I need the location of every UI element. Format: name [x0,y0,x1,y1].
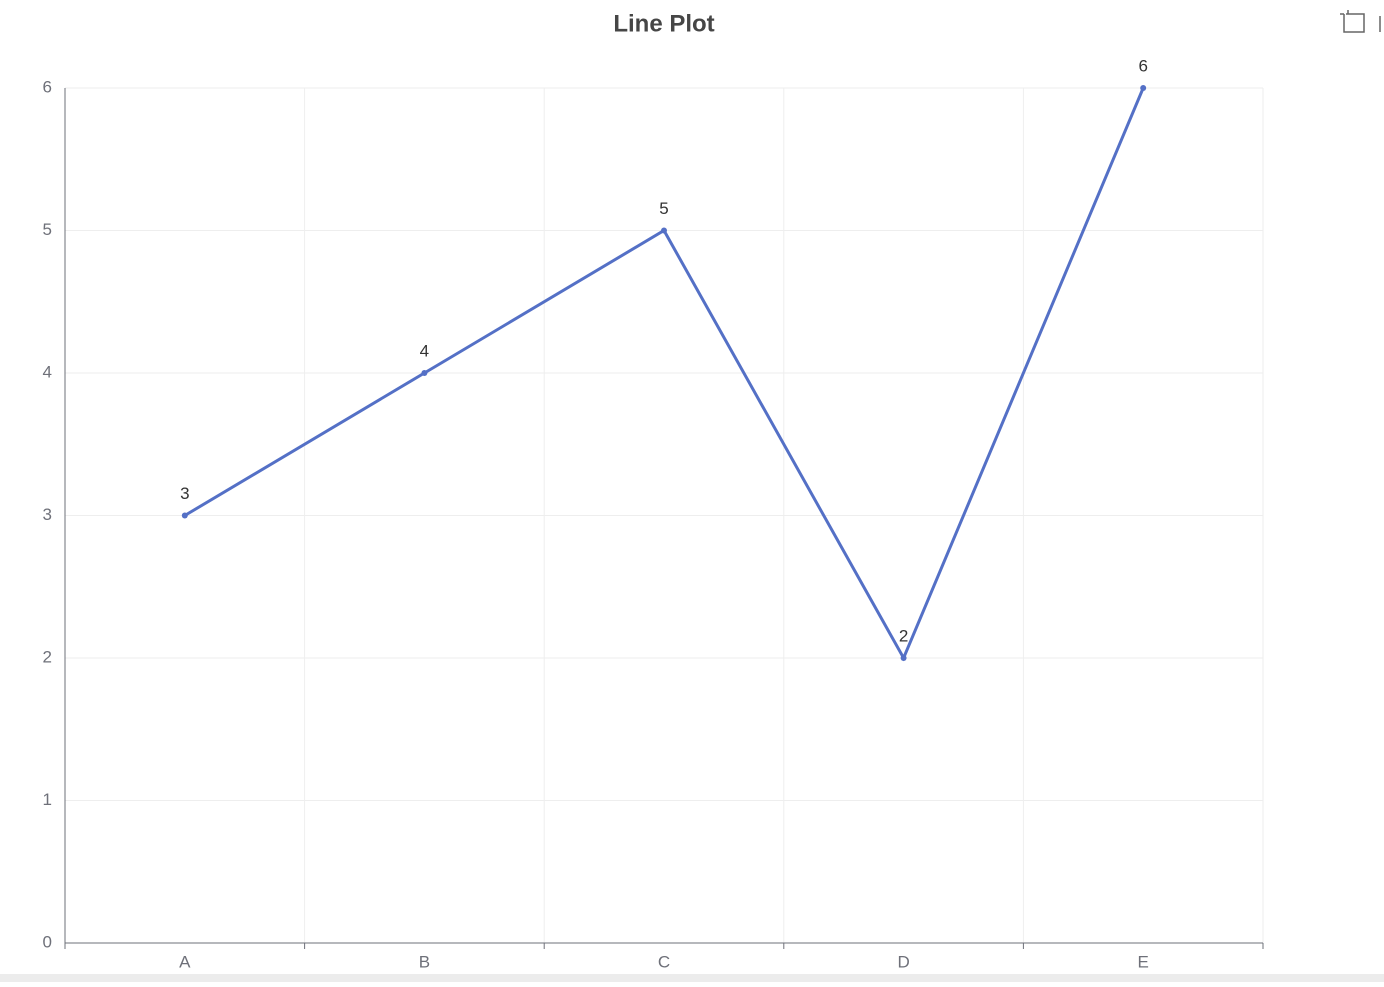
point [661,227,667,234]
point [181,512,188,519]
y-tick-label: 3 [43,505,52,524]
y-tick-label: 4 [43,362,52,381]
bottom-strip [0,974,1384,982]
point [421,370,428,376]
data-label: 2 [899,626,908,645]
point [900,655,907,661]
data-label: 3 [180,484,189,503]
y-tick-label: 2 [43,647,52,666]
chart-title: Line Plot [613,10,714,37]
toolbox[interactable] [1340,10,1381,33]
x-tick-label: C [658,952,670,971]
y-tick-label: 0 [43,932,52,951]
x-tick-label: A [179,952,191,971]
y-tick-label: 6 [43,77,52,96]
data-label: 5 [659,199,668,218]
x-tick-label: E [1138,952,1149,971]
x-tick-label: D [897,952,909,971]
zoom-icon[interactable] [1340,10,1365,33]
y-tick-label: 5 [43,220,52,239]
point [1140,85,1147,91]
y-tick-label: 1 [43,790,52,809]
x-tick-label: B [419,952,430,971]
data-label: 6 [1138,56,1147,75]
data-label: 4 [420,341,429,360]
